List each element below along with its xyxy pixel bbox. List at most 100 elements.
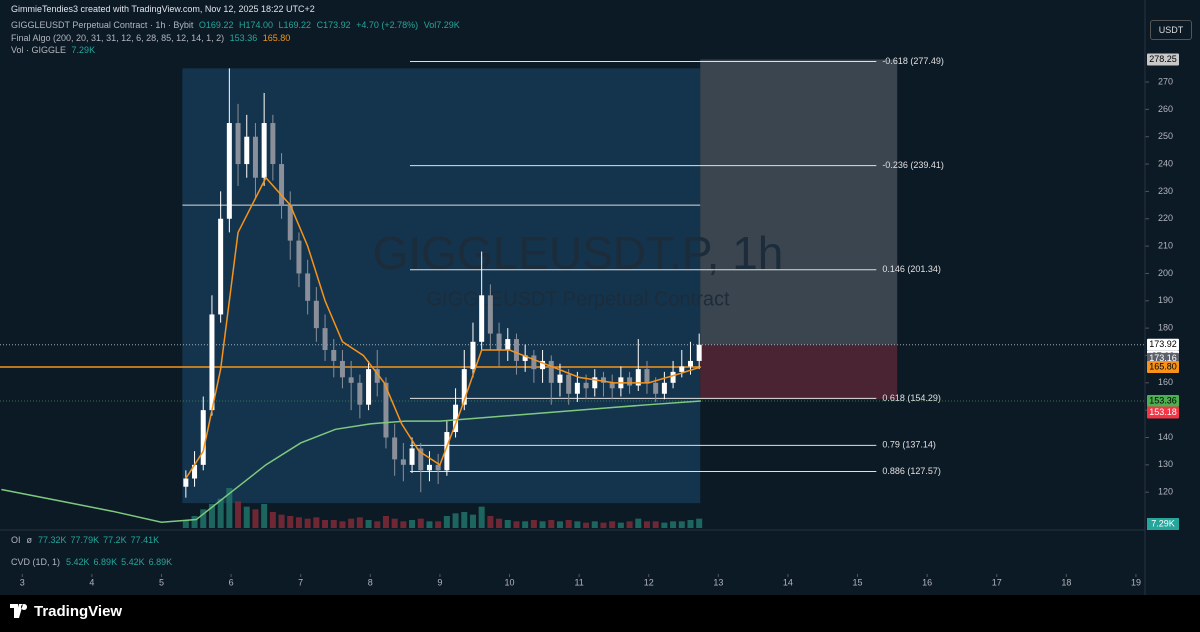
- price-tag: [1147, 338, 1179, 351]
- x-tick-label: 8: [368, 577, 373, 587]
- zone: [700, 59, 898, 345]
- volume-bar: [652, 521, 659, 528]
- candle-body: [392, 437, 398, 460]
- symbol-legend: GIGGLEUSDT Perpetual Contract · 1h · Byb…: [11, 20, 463, 30]
- volume-bar: [365, 520, 372, 528]
- candle-body: [226, 123, 232, 219]
- footer: TradingView: [0, 595, 1200, 632]
- x-tick-label: 16: [922, 577, 932, 587]
- volume-bar: [565, 520, 572, 528]
- candle-body: [244, 136, 250, 165]
- candle-body: [296, 240, 302, 274]
- volume-bar: [409, 520, 416, 528]
- price-tag: [1147, 360, 1179, 373]
- candle-body: [200, 410, 206, 465]
- candle-body: [635, 369, 641, 386]
- fib-label: 0.79 (137.14): [882, 440, 936, 450]
- candle-body: [192, 464, 198, 479]
- oi-value: 77.41K: [131, 535, 160, 545]
- candle-body: [496, 333, 502, 350]
- candle-body: [366, 369, 372, 405]
- candle-body: [574, 382, 580, 394]
- volume-bar: [356, 517, 363, 528]
- volume-bar: [208, 504, 215, 528]
- volume-bar: [200, 509, 207, 528]
- fib-label: 0.618 (154.29): [882, 393, 941, 403]
- x-tick-label: 6: [229, 577, 234, 587]
- watermark: GIGGLEUSDT.P, 1h: [373, 227, 784, 279]
- candle-body: [696, 344, 702, 361]
- oi-value: 77.79K: [71, 535, 100, 545]
- candle-body: [670, 371, 676, 383]
- cvd-name: CVD (1D, 1): [11, 557, 60, 567]
- y-tick-label: 180: [1158, 323, 1173, 333]
- volume-bar: [617, 522, 624, 528]
- volume-bar: [487, 516, 494, 528]
- volume-label: Vol7.29K: [423, 20, 460, 30]
- zone: [182, 68, 701, 504]
- volume-bar: [435, 521, 442, 528]
- candle-body: [357, 382, 363, 405]
- candle-body: [305, 273, 311, 301]
- candle-body: [218, 218, 224, 315]
- candle-body: [183, 478, 189, 487]
- volume-bar: [235, 501, 242, 528]
- y-tick-label: 260: [1158, 104, 1173, 114]
- candle-body: [470, 341, 476, 370]
- cvd-value: 6.89K: [94, 557, 118, 567]
- brand: TradingView: [34, 603, 123, 620]
- watermark-sub: GIGGLEUSDT Perpetual Contract: [426, 288, 730, 310]
- logo: [10, 604, 28, 618]
- candle-body: [487, 295, 493, 334]
- candle-body: [548, 360, 554, 383]
- candle-body: [479, 295, 485, 342]
- volume-bar: [287, 516, 294, 528]
- candle-body: [435, 464, 441, 471]
- candle-body: [453, 404, 459, 433]
- volume-bar: [269, 512, 276, 528]
- volume-bar: [443, 516, 450, 528]
- volume-bar: [304, 518, 311, 528]
- x-tick-label: 12: [644, 577, 654, 587]
- volume-bar: [539, 521, 546, 528]
- ohlc: H174.00: [238, 20, 273, 30]
- price-tag: [1147, 394, 1179, 407]
- oi-legend: OI ø 77.32K 77.79K 77.2K 77.41K: [11, 535, 159, 545]
- currency-button[interactable]: USDT: [1150, 20, 1192, 40]
- candle-body: [644, 369, 650, 383]
- candle-body: [505, 339, 511, 350]
- volume-bar: [530, 520, 537, 528]
- logo-shape: [10, 604, 28, 618]
- volume-bar: [182, 520, 189, 528]
- volume-bar: [591, 521, 598, 528]
- y-tick-label: 230: [1158, 186, 1173, 196]
- volume-bar: [243, 506, 250, 528]
- x-tick-label: 3: [20, 577, 25, 587]
- x-tick-label: 17: [992, 577, 1002, 587]
- candle-body: [348, 377, 354, 383]
- y-tick-label: 250: [1158, 131, 1173, 141]
- cvd-value: 6.89K: [149, 557, 173, 567]
- indicator-line: [1, 400, 701, 524]
- volume-bar: [217, 498, 224, 528]
- x-tick-label: 15: [853, 577, 863, 587]
- candle-body: [627, 377, 633, 386]
- x-tick-label: 7: [298, 577, 303, 587]
- volume-bar: [678, 521, 685, 528]
- volume-bar: [661, 522, 668, 528]
- candle-body: [322, 328, 328, 350]
- volume-bar: [574, 521, 581, 528]
- cvd-legend: CVD (1D, 1) 5.42K 6.89K 5.42K 6.89K: [11, 557, 172, 567]
- candle-body: [513, 339, 519, 361]
- volume-bar: [522, 521, 529, 528]
- ohlc: O169.22: [198, 20, 234, 30]
- volume-value: 7.29K: [71, 45, 96, 55]
- candle-body: [261, 123, 267, 178]
- volume-bar: [391, 518, 398, 528]
- fib-label: -0.618 (277.49): [882, 56, 944, 66]
- candle-body: [522, 355, 528, 361]
- cvd-value: 5.42K: [121, 557, 145, 567]
- x-tick-label: 4: [89, 577, 94, 587]
- y-tick-label: 140: [1158, 432, 1173, 442]
